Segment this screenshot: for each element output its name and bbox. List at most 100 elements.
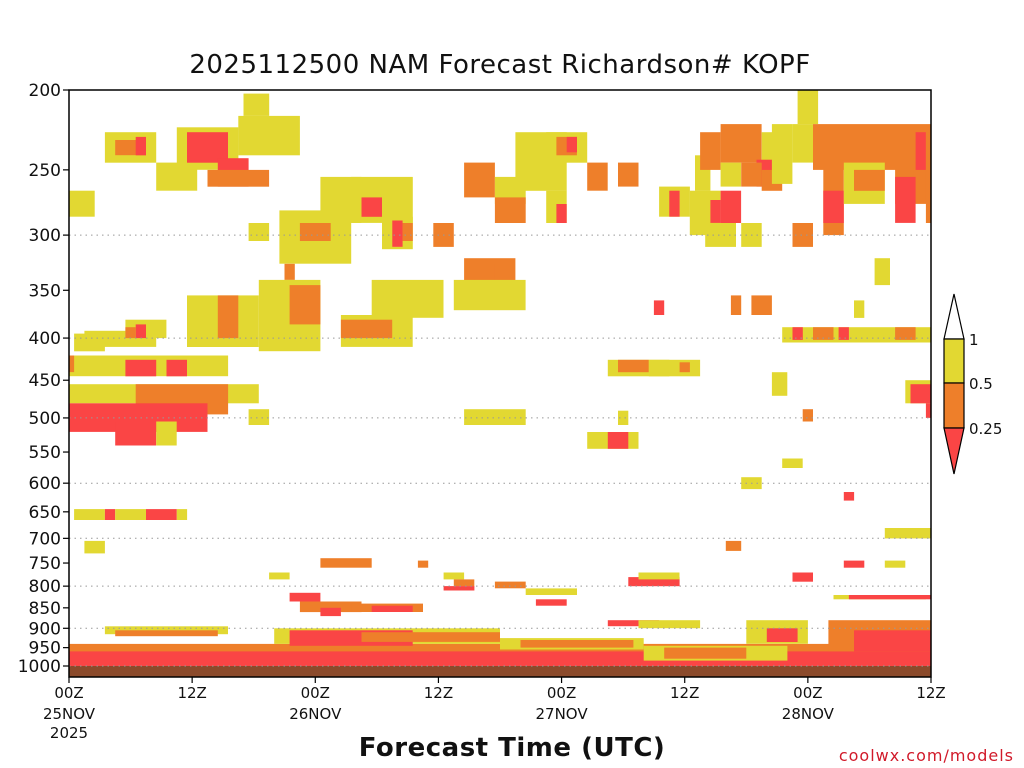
ri-cell — [115, 509, 146, 520]
ri-cell — [607, 432, 629, 449]
ri-cell — [618, 410, 629, 425]
ri-cell — [248, 409, 270, 425]
ri-cell — [443, 586, 475, 591]
ri-cell — [269, 572, 290, 580]
ri-cell — [843, 560, 865, 568]
ri-cell — [207, 169, 270, 187]
ri-cell — [238, 115, 300, 156]
ri-cell — [125, 327, 136, 339]
ri-cell — [566, 136, 577, 153]
legend-swatch-yellow — [943, 338, 965, 384]
ri-cell — [115, 630, 218, 637]
ri-cell — [669, 190, 680, 217]
ri-cell — [823, 190, 844, 223]
ri-cell — [895, 176, 916, 223]
y-tick-label: 900 — [29, 619, 61, 639]
ri-cell — [848, 595, 931, 600]
ri-cell — [874, 258, 890, 286]
plot-frame — [68, 89, 932, 678]
ri-cell — [146, 509, 177, 520]
ri-cell — [69, 355, 75, 373]
ri-cell — [125, 359, 157, 377]
y-tick-label: 1000 — [18, 657, 61, 677]
y-tick-label: 350 — [29, 281, 61, 301]
ri-cell — [115, 421, 157, 446]
ri-cell — [453, 579, 475, 587]
ri-cell — [653, 300, 665, 315]
ri-cell — [104, 509, 116, 520]
ri-cell — [69, 190, 95, 217]
ri-cell — [782, 458, 803, 468]
x-tick-date: 27NOV — [536, 705, 589, 723]
ri-cell — [74, 509, 105, 520]
x-tick-label: 00Z — [301, 684, 330, 702]
ri-cell — [464, 162, 495, 198]
x-tick-label: 00Z — [547, 684, 576, 702]
x-tick-label: 12Z — [424, 684, 453, 702]
ri-cell — [402, 223, 413, 241]
ri-cell — [289, 592, 321, 602]
x-tick-date: 28NOV — [782, 705, 835, 723]
ri-cell — [299, 601, 362, 613]
y-axis: 200 250 300 350 400 450 500 550 600 650 700 750 8008… — [18, 81, 69, 677]
ri-cell — [392, 220, 403, 247]
ri-cell — [607, 620, 660, 627]
credit-link[interactable]: coolwx.com/models — [838, 746, 1014, 765]
ri-cell — [618, 162, 639, 187]
ri-cell — [792, 327, 803, 340]
ri-cell — [443, 572, 465, 580]
legend-label: 0.5 — [969, 375, 993, 393]
ri-cell — [638, 572, 680, 580]
ri-cell — [725, 540, 742, 551]
ri-cell — [371, 279, 444, 318]
ri-cell — [854, 630, 931, 652]
ri-cell — [700, 132, 721, 170]
ri-cell — [628, 577, 680, 587]
ri-cell — [884, 528, 931, 539]
ri-cell — [156, 421, 177, 446]
ri-cell — [771, 124, 793, 184]
ri-cell — [320, 607, 341, 617]
ri-cell — [925, 132, 931, 223]
ri-cell — [664, 647, 747, 659]
y-tick-label: 400 — [29, 329, 61, 349]
ri-cell — [720, 162, 742, 187]
ri-cell — [618, 359, 649, 373]
y-tick-label: 650 — [29, 503, 61, 523]
y-tick-label: 300 — [29, 226, 61, 246]
ri-cell — [320, 558, 372, 568]
y-tick-label: 500 — [29, 409, 61, 429]
y-tick-label: 250 — [29, 161, 61, 181]
ri-cell — [679, 362, 690, 373]
y-tick-label: 750 — [29, 554, 61, 574]
ri-cell — [843, 492, 855, 501]
x-tick-label: 12Z — [670, 684, 699, 702]
ri-cell — [802, 409, 813, 422]
ri-cell — [135, 324, 146, 339]
ground-strip — [69, 666, 931, 677]
ri-cell — [792, 223, 813, 247]
x-tick-label: 00Z — [793, 684, 822, 702]
ri-cell — [720, 124, 762, 163]
ri-cell — [915, 132, 926, 170]
y-tick-label: 600 — [29, 474, 61, 494]
ri-cell — [710, 200, 721, 223]
ri-cell — [792, 124, 813, 163]
ri-cell — [895, 327, 916, 340]
ri-cell — [910, 384, 931, 404]
ri-cell — [813, 327, 834, 340]
legend-bottom-triangle — [943, 427, 965, 475]
ri-cell — [884, 560, 906, 568]
x-tick-label: 00Z — [54, 684, 83, 702]
ri-cell — [525, 588, 577, 595]
ri-cell — [340, 319, 393, 339]
ri-cell — [638, 620, 701, 629]
ri-cell — [361, 632, 500, 642]
y-tick-label: 700 — [29, 529, 61, 549]
ri-cell — [248, 223, 270, 241]
ri-cell — [556, 204, 567, 223]
legend-label: 0.25 — [969, 420, 1002, 438]
